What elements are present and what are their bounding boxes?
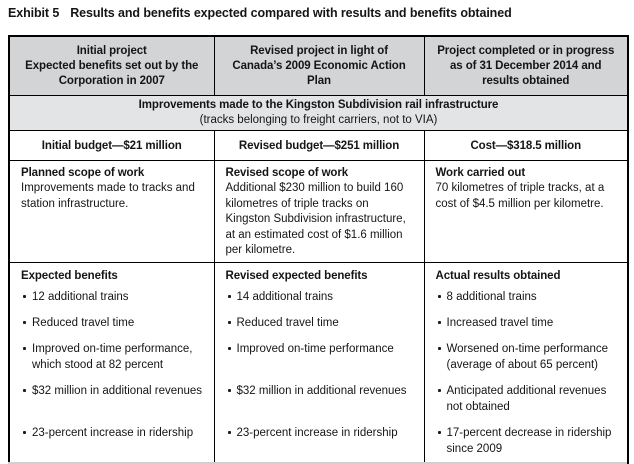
benefit-text: Increased travel time [446,317,554,329]
benefit-cell: $32 million in additional revenues [8,383,214,425]
scope-planned-cell: Planned scope of work Improvements made … [8,159,214,262]
benefit-text: 14 additional trains [236,291,334,303]
exhibit-table: Initial project Expected benefits set ou… [8,35,629,464]
benefits-row-trains: 12 additional trains 14 additional train… [8,289,628,315]
benefit-text: $32 million in additional revenues [32,385,203,397]
benefit-text: 23-percent increase in ridership [236,427,398,439]
bullet-icon [23,347,26,350]
header-line: results obtained [482,75,570,87]
benefits-row-ridership: 23-percent increase in ridership 23-perc… [8,425,628,463]
banner-bold-text: Improvements made to the Kingston Subdiv… [138,98,499,111]
benefit-cell: Worsened on-time performance (average of… [423,341,628,383]
scope-planned-body: Improvements made to tracks and station … [21,182,195,210]
exhibit-title: Exhibit 5 Results and benefits expected c… [8,6,512,20]
header-line: Expected benefits set out by the [25,60,199,72]
header-line: Revised project in light of [250,45,388,57]
benefit-cell: Anticipated additional revenues not obta… [423,383,628,425]
benefits-row-on-time-performance: Improved on-time performance, which stoo… [8,341,628,383]
benefits-heading-revised: Revised expected benefits [213,261,424,289]
bullet-icon [23,321,26,324]
bullet-icon [227,431,231,434]
benefit-cell: 23-percent increase in ridership [8,425,214,463]
scope-carried-out-cell: Work carried out 70 kilometres of triple… [423,159,628,262]
benefit-cell: 12 additional trains [8,289,214,315]
banner-sub-text: (tracks belonging to freight carriers, n… [199,113,438,126]
bullet-icon [227,389,231,392]
bullet-icon [437,347,441,350]
benefit-text: Reduced travel time [236,317,339,329]
benefit-cell: Reduced travel time [8,315,214,341]
benefit-text: Worsened on-time performance (average of… [446,343,609,371]
header-line: as of 31 December 2014 and [450,60,602,72]
benefits-row-revenues: $32 million in additional revenues $32 m… [8,383,628,425]
benefit-cell: Increased travel time [423,315,628,341]
benefit-cell: 14 additional trains [213,289,424,315]
header-line: Initial project [76,45,147,57]
scope-revised-heading: Revised scope of work [225,166,349,179]
bullet-icon [437,431,441,434]
benefits-row-travel-time: Reduced travel time Reduced travel time … [8,315,628,341]
bullet-icon [437,295,441,298]
benefit-text: Anticipated additional revenues not obta… [446,385,607,413]
benefit-cell: 17-percent decrease in ridership since 2… [423,425,628,463]
budget-cost: Cost—$318.5 million [423,129,628,160]
budget-initial: Initial budget—$21 million [8,129,214,160]
benefit-cell: Reduced travel time [213,315,424,341]
header-line: Plan [307,75,331,87]
banner-row: Improvements made to the Kingston Subdiv… [8,94,628,130]
header-initial-project: Initial project Expected benefits set ou… [8,36,214,95]
bullet-icon [227,321,231,324]
benefit-cell: $32 million in additional revenues [213,383,424,425]
scope-planned-heading: Planned scope of work [21,166,145,179]
header-project-completed: Project completed or in progress as of 3… [423,36,628,95]
benefit-cell: 8 additional trains [423,289,628,315]
benefit-cell: 23-percent increase in ridership [213,425,424,463]
exhibit-title-text: Results and benefits expected compared w… [70,6,512,20]
benefit-cell: Improved on-time performance, which stoo… [8,341,214,383]
benefits-heading-actual: Actual results obtained [423,261,628,289]
header-line: Project completed or in progress [437,45,615,57]
benefit-text: Improved on-time performance, which stoo… [32,343,193,371]
benefits-heading-row: Expected benefits Revised expected benef… [8,261,628,289]
header-line: Canada’s 2009 Economic Action [232,60,406,72]
table-header-row: Initial project Expected benefits set ou… [8,36,628,95]
exhibit-label: Exhibit 5 [8,6,60,20]
scope-row: Planned scope of work Improvements made … [8,159,628,262]
scope-carried-out-heading: Work carried out [435,166,526,179]
benefit-text: 17-percent decrease in ridership since 2… [446,427,612,455]
benefits-heading-expected: Expected benefits [8,261,214,289]
benefit-cell: Improved on-time performance [213,341,424,383]
bullet-icon [23,389,26,392]
benefit-text: 23-percent increase in ridership [32,427,194,439]
header-line: Corporation in 2007 [58,75,165,87]
header-revised-project: Revised project in light of Canada’s 200… [213,36,424,95]
next-row-cutoff-edge [8,462,627,464]
bullet-icon [227,347,231,350]
benefit-text: Improved on-time performance [236,343,394,355]
bullet-icon [227,295,231,298]
scope-revised-cell: Revised scope of work Additional $230 mi… [213,159,424,262]
bullet-icon [23,431,26,434]
budget-revised: Revised budget—$251 million [213,129,424,160]
bullet-icon [23,295,26,298]
banner-cell: Improvements made to the Kingston Subdiv… [8,94,628,130]
benefit-text: Reduced travel time [32,317,135,329]
benefit-text: $32 million in additional revenues [236,385,407,397]
bullet-icon [437,321,441,324]
bullet-icon [437,389,441,392]
budget-row: Initial budget—$21 million Revised budge… [8,129,628,160]
benefit-text: 8 additional trains [446,291,537,303]
scope-carried-out-body: 70 kilometres of triple tracks, at a cos… [435,182,605,210]
benefit-text: 12 additional trains [32,291,129,303]
scope-revised-body: Additional $230 million to build 160 kil… [225,182,406,256]
